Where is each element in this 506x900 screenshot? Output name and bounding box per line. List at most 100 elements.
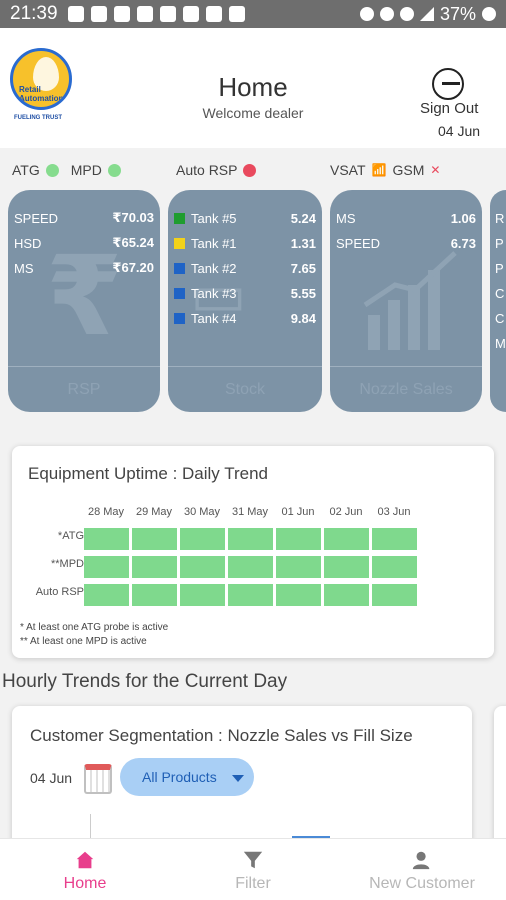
uptime-cell — [372, 584, 417, 606]
tank-row: Tank #5 5.24 — [174, 208, 316, 228]
bar-growth-icon — [363, 251, 457, 350]
uptime-cell — [324, 584, 369, 606]
partial-row: R — [495, 208, 504, 228]
tank-value: 7.65 — [290, 260, 316, 276]
signal-icon — [419, 7, 434, 21]
notification-icon — [205, 6, 222, 22]
partial-letter: P — [495, 260, 504, 276]
wifi-icon — [399, 7, 414, 21]
atg-status-dot — [45, 163, 59, 177]
rsp-row: SPEED ₹70.03 — [14, 208, 154, 228]
nozzle-row-value: 6.73 — [450, 235, 476, 251]
rsp-row: HSD ₹65.24 — [14, 233, 154, 253]
vsat-label: VSAT — [330, 162, 366, 178]
rsp-row-label: MS — [14, 260, 34, 276]
uptime-note-atg: * At least one ATG probe is active — [20, 622, 169, 633]
segmentation-title: Customer Segmentation : Nozzle Sales vs … — [30, 726, 413, 745]
nozzle-row-value: 1.06 — [450, 210, 476, 226]
partial-row: C — [495, 283, 504, 303]
nozzle-sales-card[interactable]: MS 1.06 SPEED 6.73 Nozzle Sales — [330, 190, 482, 412]
notification-icon — [159, 6, 176, 22]
tank-label: Tank #4 — [191, 310, 237, 326]
indicator-atg-mpd: ATG MPD — [12, 160, 121, 180]
nozzle-row: MS 1.06 — [336, 208, 476, 228]
tank-label: Tank #2 — [191, 260, 237, 276]
notification-icon — [182, 6, 199, 22]
nav-new-customer[interactable]: New Customer — [352, 839, 492, 900]
uptime-cell — [324, 556, 369, 578]
tank-label: Tank #3 — [191, 285, 237, 301]
rsp-card[interactable]: ₹ SPEED ₹70.03 HSD ₹65.24 MS ₹67.20 RSP — [8, 190, 160, 412]
uptime-title: Equipment Uptime : Daily Trend — [28, 464, 268, 483]
segmentation-date: 04 Jun — [30, 770, 73, 786]
tank-row: Tank #3 5.55 — [174, 283, 316, 303]
page-subtitle: Welcome dealer — [202, 105, 304, 121]
header-date: 04 Jun — [438, 123, 481, 139]
logo-text: Retail Automation — [19, 85, 64, 103]
uptime-row-header: *ATG — [57, 530, 84, 542]
add-user-icon — [412, 851, 430, 870]
uptime-date-header: 31 May — [231, 506, 269, 518]
uptime-cell — [228, 556, 273, 578]
tank-color-swatch — [174, 237, 185, 249]
logo-subtext: FUELING TRUST — [14, 115, 62, 121]
tank-row: Tank #1 1.31 — [174, 233, 316, 253]
partial-letter: C — [495, 310, 505, 326]
tank-value: 1.31 — [290, 235, 316, 251]
tank-color-swatch — [174, 287, 185, 299]
partial-row: M — [495, 333, 506, 353]
uptime-cell — [180, 584, 225, 606]
tank-color-swatch — [174, 262, 185, 274]
partial-letter: P — [495, 235, 504, 251]
alarm-icon — [359, 7, 374, 21]
nav-home[interactable]: Home — [40, 839, 130, 900]
mpd-label: MPD — [70, 162, 102, 178]
partial-letter: R — [495, 210, 505, 226]
uptime-cell — [228, 528, 273, 550]
sign-out-icon[interactable] — [432, 68, 464, 100]
gsm-signal-off-icon: ✕ — [430, 163, 441, 177]
tank-label: Tank #5 — [191, 210, 237, 226]
calendar-icon[interactable] — [84, 764, 112, 794]
uptime-cell — [84, 528, 129, 550]
uptime-row-header: **MPD — [50, 558, 84, 570]
sign-out-button[interactable]: Sign Out — [420, 100, 479, 117]
hourly-trends-title: Hourly Trends for the Current Day — [2, 671, 288, 692]
uptime-cell — [132, 584, 177, 606]
uptime-cell — [84, 584, 129, 606]
status-time: 21:39 — [10, 3, 58, 24]
uptime-date-header: 01 Jun — [281, 506, 315, 518]
auto-rsp-label: Auto RSP — [176, 162, 238, 178]
nav-new-customer-label: New Customer — [369, 875, 475, 892]
rsp-row-label: SPEED — [14, 210, 59, 226]
partial-row: P — [495, 233, 504, 253]
notification-icon — [67, 6, 84, 22]
uptime-date-header: 29 May — [135, 506, 173, 518]
volte-icon — [379, 7, 394, 21]
tank-color-swatch — [174, 212, 185, 224]
tank-row: Tank #2 7.65 — [174, 258, 316, 278]
bottom-nav: Home Filter New Customer — [0, 838, 506, 900]
battery-text: 37% — [439, 3, 476, 24]
tank-value: 5.55 — [290, 285, 316, 301]
tank-value: 9.84 — [290, 310, 316, 326]
product-dropdown[interactable]: All Products — [120, 758, 254, 796]
status-bar: 21:39 37% — [0, 0, 506, 28]
uptime-note-mpd: ** At least one MPD is active — [20, 636, 147, 647]
uptime-cell — [132, 528, 177, 550]
rsp-row-value: ₹67.20 — [112, 260, 154, 275]
stock-card-footer: Stock — [168, 366, 322, 412]
stock-card[interactable]: ▭ Tank #5 5.24 Tank #1 1.31 Tank #2 7.65… — [168, 190, 322, 412]
notification-icon — [228, 6, 245, 22]
nav-filter[interactable]: Filter — [208, 839, 298, 900]
uptime-date-header: 03 Jun — [377, 506, 411, 518]
partial-card[interactable]: R P P C C M — [490, 190, 506, 412]
page-title: Home — [218, 72, 288, 102]
nozzle-row-label: MS — [336, 210, 356, 226]
atg-label: ATG — [12, 162, 40, 178]
uptime-cell — [372, 556, 417, 578]
tanker-icon: ▭ — [190, 261, 247, 328]
chart-axis — [90, 814, 91, 844]
tank-row: Tank #4 9.84 — [174, 308, 316, 328]
uptime-date-header: 02 Jun — [329, 506, 363, 518]
